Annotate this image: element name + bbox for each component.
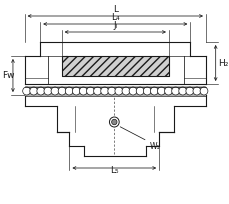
Circle shape <box>157 87 165 95</box>
Circle shape <box>107 87 115 95</box>
Circle shape <box>171 87 179 95</box>
Circle shape <box>199 87 207 95</box>
Circle shape <box>164 87 172 95</box>
Circle shape <box>111 119 117 125</box>
Circle shape <box>37 87 44 95</box>
Text: Fᴡ: Fᴡ <box>2 71 15 80</box>
Text: L₄: L₄ <box>111 13 119 22</box>
Circle shape <box>44 87 52 95</box>
Circle shape <box>185 87 193 95</box>
Circle shape <box>65 87 73 95</box>
Circle shape <box>128 87 136 95</box>
Bar <box>25 86 205 96</box>
Circle shape <box>122 87 129 95</box>
Text: H₂: H₂ <box>217 59 227 68</box>
Text: L: L <box>112 5 117 14</box>
Circle shape <box>58 87 66 95</box>
Circle shape <box>192 87 200 95</box>
Circle shape <box>100 87 108 95</box>
Text: Jₗ: Jₗ <box>113 21 117 30</box>
Circle shape <box>93 87 101 95</box>
Circle shape <box>114 87 122 95</box>
Circle shape <box>79 87 87 95</box>
Text: W₁: W₁ <box>149 142 159 151</box>
Text: L₅: L₅ <box>109 166 118 175</box>
Circle shape <box>23 87 30 95</box>
Circle shape <box>86 87 94 95</box>
Circle shape <box>150 87 158 95</box>
Circle shape <box>143 87 150 95</box>
Circle shape <box>178 87 186 95</box>
Circle shape <box>30 87 37 95</box>
Circle shape <box>72 87 80 95</box>
Circle shape <box>136 87 143 95</box>
Bar <box>61 56 168 76</box>
Circle shape <box>109 117 119 127</box>
Circle shape <box>51 87 59 95</box>
